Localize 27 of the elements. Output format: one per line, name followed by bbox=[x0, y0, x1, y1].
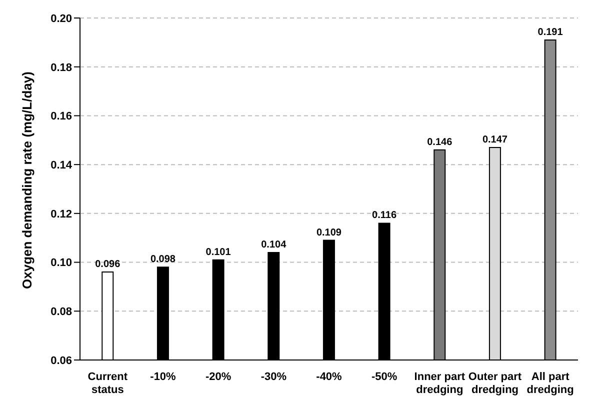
data-label: 0.147 bbox=[482, 134, 508, 146]
data-label: 0.101 bbox=[206, 246, 232, 258]
y-tick-label: 0.18 bbox=[50, 62, 72, 74]
y-tick-label: 0.12 bbox=[50, 208, 72, 220]
data-label: 0.191 bbox=[538, 26, 564, 38]
x-tick-label: All part dredging bbox=[526, 371, 574, 396]
data-label: 0.104 bbox=[261, 240, 287, 251]
x-tick-label: Current status bbox=[88, 371, 128, 396]
x-tick-label: -40% bbox=[316, 371, 342, 383]
x-tick-label: Inner part dredging bbox=[414, 371, 466, 396]
x-tick-label: -20% bbox=[205, 371, 232, 383]
y-tick-label: 0.08 bbox=[50, 306, 72, 318]
data-label: 0.109 bbox=[316, 227, 342, 238]
x-tick-label: Outer part dredging bbox=[468, 371, 522, 396]
y-tick-label: 0.06 bbox=[50, 354, 72, 367]
y-tick-label: 0.16 bbox=[50, 110, 72, 123]
y-tick-label: 0.14 bbox=[50, 159, 73, 172]
y-axis-title: Oxygen demanding rate (mg/L/day) bbox=[20, 72, 35, 289]
x-tick-label: -10% bbox=[150, 371, 176, 383]
data-label: 0.146 bbox=[427, 136, 453, 148]
x-tick-label: -30% bbox=[260, 371, 287, 383]
y-tick-label: 0.10 bbox=[50, 257, 72, 270]
data-label: 0.096 bbox=[95, 259, 121, 270]
x-tick-label: -50% bbox=[371, 371, 398, 383]
data-label: 0.116 bbox=[372, 210, 397, 222]
data-label: 0.098 bbox=[150, 254, 176, 266]
y-tick-label: 0.20 bbox=[50, 12, 72, 25]
